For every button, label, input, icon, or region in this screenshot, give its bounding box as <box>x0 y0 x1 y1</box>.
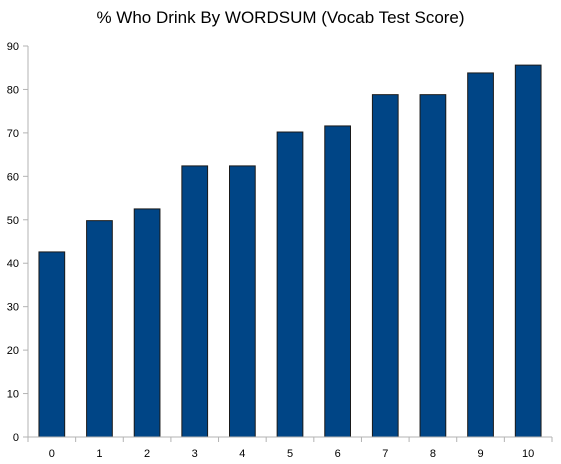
y-tick-label: 10 <box>7 389 19 401</box>
bar-5 <box>276 131 304 438</box>
bar-10 <box>514 64 542 438</box>
y-tick-label: 0 <box>13 432 19 444</box>
x-tick-label: 5 <box>287 448 293 460</box>
bar-0 <box>38 251 66 438</box>
x-tick-label: 8 <box>430 448 436 460</box>
x-tick-label: 2 <box>144 448 150 460</box>
y-tick-label: 40 <box>7 258 19 270</box>
x-tick-label: 4 <box>239 448 245 460</box>
x-tick-label: 1 <box>96 448 102 460</box>
y-tick-label: 30 <box>7 302 19 314</box>
plot-area: 0 10 20 30 40 50 60 70 80 90 0 1 2 3 4 5 6 7 8 9 10 <box>7 41 553 460</box>
y-tick-label: 60 <box>7 171 19 183</box>
y-tick-label: 80 <box>7 84 19 96</box>
y-tick-label: 20 <box>7 345 19 357</box>
bar-9 <box>467 72 494 438</box>
x-tick-label: 3 <box>192 448 198 460</box>
x-tick-label: 10 <box>522 448 534 460</box>
y-tick-label: 70 <box>7 128 19 140</box>
bar-7 <box>371 94 399 438</box>
x-tick-label: 9 <box>477 448 483 460</box>
bar-1 <box>86 220 113 438</box>
x-tick-label: 7 <box>382 448 388 460</box>
chart-title: % Who Drink By WORDSUM (Vocab Test Score… <box>96 8 465 27</box>
x-tick-label: 6 <box>335 448 341 460</box>
y-tick-label: 90 <box>7 41 19 53</box>
bar-2 <box>133 208 161 438</box>
bar-6 <box>324 125 351 438</box>
y-tick-label: 50 <box>7 215 19 227</box>
bar-3 <box>181 165 209 438</box>
bar-4 <box>229 165 256 438</box>
bar-8 <box>419 94 447 438</box>
x-tick-label: 0 <box>49 448 55 460</box>
